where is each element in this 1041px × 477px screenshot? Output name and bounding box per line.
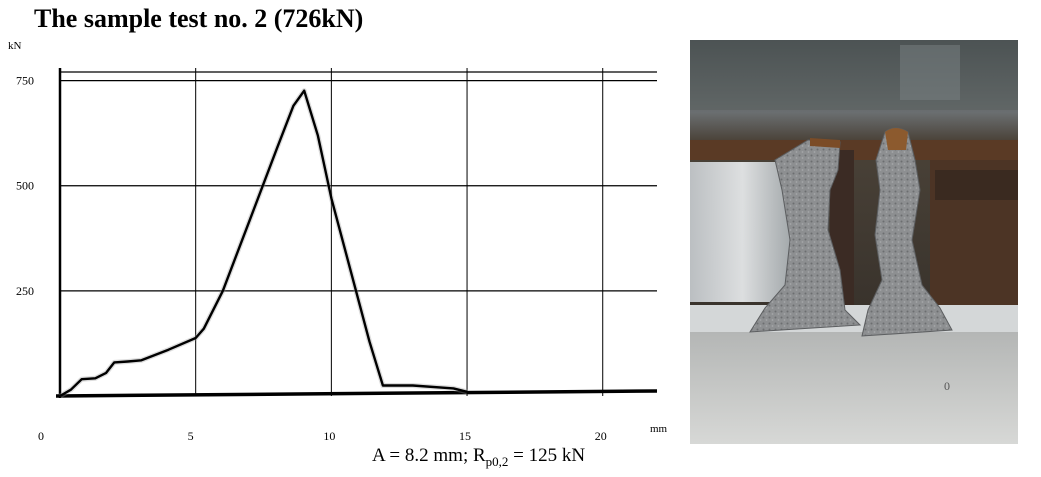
- caption-suffix: = 125 kN: [508, 445, 586, 466]
- load-displacement-chart: 0 5 10 15 20 250 500 750 kN mm: [8, 40, 668, 440]
- y-tick-label: 500: [16, 179, 34, 193]
- x-axis: [55, 389, 658, 398]
- x-tick-label: 10: [323, 429, 335, 440]
- axes: [55, 68, 658, 398]
- y-axis-label: kN: [8, 40, 22, 52]
- scratch-mark: 0: [944, 379, 950, 393]
- caption-subscript: p0,2: [485, 453, 509, 469]
- x-tick-label: 5: [188, 429, 194, 440]
- result-caption: A = 8.2 mm; Rp0,2 = 125 kN: [372, 445, 585, 470]
- series-line: [59, 89, 468, 398]
- caption-prefix: A = 8.2 mm; R: [372, 445, 486, 466]
- tick-labels: 0 5 10 15 20 250 500 750: [16, 74, 607, 440]
- y-tick-label: 250: [16, 284, 34, 298]
- chart-title: The sample test no. 2 (726kN): [34, 4, 364, 33]
- x-axis-label: mm: [650, 423, 668, 435]
- fractured-rail-photo: 0: [690, 40, 1018, 444]
- series-layer: [58, 88, 468, 399]
- series-halo: [58, 88, 468, 399]
- x-tick-label: 15: [459, 429, 471, 440]
- grid: [60, 68, 657, 396]
- x-tick-label: 20: [595, 429, 607, 440]
- x-tick-label: 0: [38, 429, 44, 440]
- y-tick-label: 750: [16, 74, 34, 88]
